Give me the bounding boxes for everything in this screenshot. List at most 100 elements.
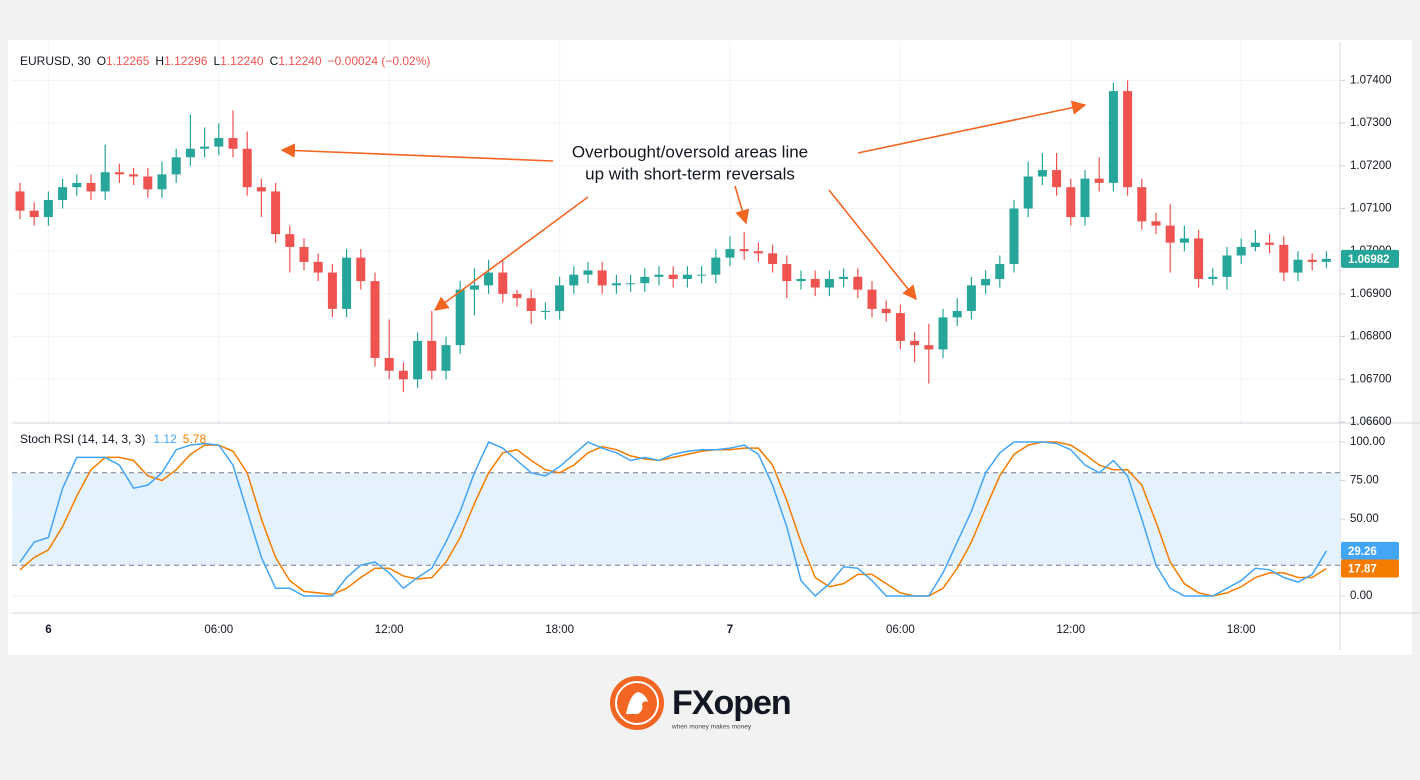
brand: FXopen bbox=[672, 684, 791, 722]
candle-body bbox=[256, 187, 266, 192]
candle-body bbox=[285, 234, 295, 247]
candle-body bbox=[555, 285, 565, 311]
footer-band bbox=[0, 655, 1420, 780]
y-tick-label: 1.06700 bbox=[1350, 373, 1392, 385]
arrow bbox=[280, 143, 554, 162]
candle-body bbox=[910, 340, 920, 346]
candle-body bbox=[952, 310, 962, 318]
y-tick-label: 1.06600 bbox=[1350, 416, 1392, 428]
arrow bbox=[433, 196, 589, 311]
last-value-badge bbox=[1341, 559, 1399, 578]
candle-body bbox=[1321, 258, 1331, 262]
candle-body bbox=[313, 261, 323, 273]
stoch-title: Stoch RSI (14, 14, 3, 3) bbox=[20, 432, 145, 446]
candle-body bbox=[782, 264, 792, 282]
last-value-label: 1.06982 bbox=[1348, 254, 1390, 266]
candle-body bbox=[114, 172, 124, 175]
o-label: O bbox=[97, 54, 106, 68]
candle-body bbox=[810, 278, 820, 288]
arrow bbox=[828, 189, 917, 301]
candle-body bbox=[427, 340, 437, 371]
candle-body bbox=[299, 246, 309, 262]
candle-body bbox=[1236, 246, 1246, 256]
arrow bbox=[857, 100, 1087, 154]
x-tick-label: 12:00 bbox=[375, 624, 404, 636]
last-value-badge bbox=[1341, 541, 1399, 560]
h-label: H bbox=[155, 54, 164, 68]
candle-body bbox=[597, 270, 607, 286]
x-tick-label: 18:00 bbox=[545, 624, 574, 636]
last-value-label: 17.87 bbox=[1348, 564, 1377, 576]
candle-body bbox=[86, 182, 96, 192]
candle-body bbox=[398, 370, 408, 380]
candle-body bbox=[995, 264, 1005, 279]
candle-body bbox=[455, 289, 465, 346]
annotation-arrows bbox=[280, 100, 1087, 311]
last-value-badge bbox=[1341, 249, 1399, 268]
candle-body bbox=[1307, 259, 1317, 262]
y-tick-label: 50.00 bbox=[1350, 513, 1379, 525]
candle-body bbox=[512, 293, 522, 299]
x-tick-label: 18:00 bbox=[1227, 624, 1256, 636]
x-tick-label: 06:00 bbox=[886, 624, 915, 636]
candle-body bbox=[356, 257, 366, 282]
o-value: 1.12265 bbox=[106, 54, 150, 68]
candle-body bbox=[526, 298, 536, 311]
logo-bull bbox=[626, 692, 648, 714]
candle-body bbox=[327, 272, 337, 309]
candle-body bbox=[725, 249, 735, 258]
d-value: 5.78 bbox=[183, 432, 207, 446]
candle-body bbox=[981, 278, 991, 286]
candle-body bbox=[58, 187, 68, 200]
candle-body bbox=[370, 281, 380, 358]
x-tick-label: 7 bbox=[727, 624, 733, 636]
k-value: 1.12 bbox=[153, 432, 177, 446]
candle-body bbox=[668, 274, 678, 279]
candle-body bbox=[540, 310, 550, 312]
stoch-line bbox=[19, 441, 1328, 598]
y-tick-label: 0.00 bbox=[1350, 590, 1372, 602]
candle-body bbox=[200, 146, 210, 149]
change: −0.00024 (−0.02%) bbox=[328, 54, 431, 68]
y-tick-label: 1.06900 bbox=[1350, 288, 1392, 300]
candle-body bbox=[469, 285, 479, 290]
c-value: 1.12240 bbox=[278, 54, 322, 68]
candle-body bbox=[1293, 259, 1303, 273]
candle-body bbox=[682, 274, 692, 279]
candle-body bbox=[739, 249, 749, 252]
h-value: 1.12296 bbox=[164, 54, 208, 68]
candle-body bbox=[1222, 255, 1232, 277]
y-tick-label: 1.06800 bbox=[1350, 331, 1392, 343]
candle-body bbox=[583, 270, 593, 275]
candle-body bbox=[1123, 91, 1133, 188]
price-pane bbox=[12, 42, 1340, 422]
candle-body bbox=[1137, 187, 1147, 222]
candle-body bbox=[143, 176, 153, 190]
candle-body bbox=[171, 157, 181, 175]
candle-body bbox=[1052, 170, 1062, 188]
candle-body bbox=[824, 278, 834, 288]
candle-body bbox=[895, 313, 905, 341]
y-tick-label: 1.07400 bbox=[1350, 74, 1392, 86]
y-tick-label: 1.07100 bbox=[1350, 203, 1392, 215]
candle-body bbox=[853, 276, 863, 290]
tagline: when money makes money bbox=[671, 724, 752, 731]
candle-body bbox=[966, 285, 976, 311]
candle-body bbox=[768, 253, 778, 265]
annotation: up with short-term reversals bbox=[585, 164, 795, 183]
y-tick-label: 100.00 bbox=[1350, 436, 1385, 448]
candle-body bbox=[1208, 276, 1218, 279]
y-tick-label: 1.07300 bbox=[1350, 117, 1392, 129]
top-band bbox=[0, 0, 1420, 36]
candle-body bbox=[881, 308, 891, 314]
candle-body bbox=[654, 274, 664, 277]
candle-body bbox=[753, 251, 763, 254]
candle-body bbox=[214, 138, 224, 147]
candle-body bbox=[72, 182, 82, 188]
candle-body bbox=[867, 289, 877, 309]
candle-body bbox=[1179, 238, 1189, 243]
stoch-legend: Stoch RSI (14, 14, 3, 3) 1.12 5.78 bbox=[20, 432, 206, 446]
candle-body bbox=[1265, 242, 1275, 245]
y-tick-label: 1.07200 bbox=[1350, 160, 1392, 172]
